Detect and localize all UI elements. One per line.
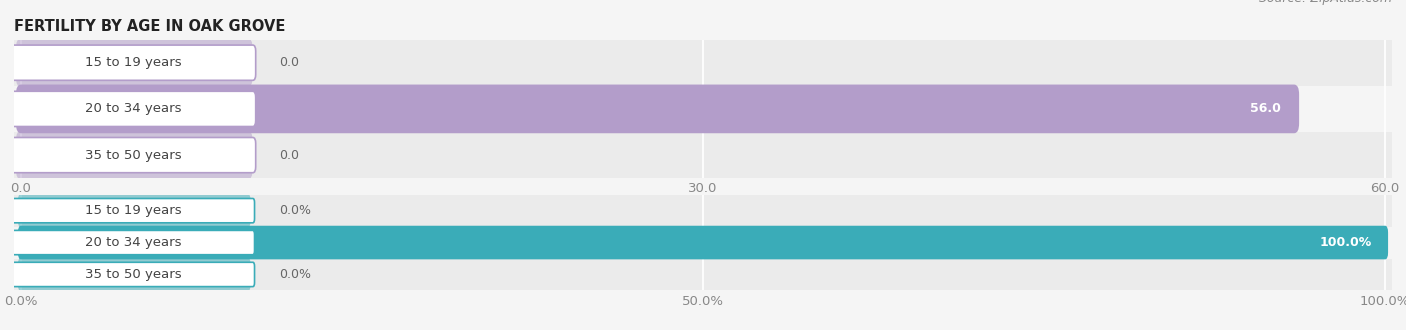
FancyBboxPatch shape — [18, 194, 250, 227]
Bar — [14, 195, 1392, 227]
Bar — [14, 132, 1392, 178]
Bar — [14, 86, 1392, 132]
FancyBboxPatch shape — [15, 131, 253, 180]
Text: 100.0%: 100.0% — [1319, 236, 1371, 249]
Text: 35 to 50 years: 35 to 50 years — [86, 148, 181, 162]
Text: Source: ZipAtlas.com: Source: ZipAtlas.com — [1258, 0, 1392, 5]
FancyBboxPatch shape — [11, 91, 256, 126]
Bar — [14, 40, 1392, 86]
Text: 56.0: 56.0 — [1250, 102, 1281, 115]
Text: 0.0%: 0.0% — [278, 204, 311, 217]
FancyBboxPatch shape — [13, 230, 254, 255]
FancyBboxPatch shape — [15, 84, 1299, 133]
Text: 20 to 34 years: 20 to 34 years — [86, 236, 181, 249]
Text: 0.0: 0.0 — [278, 148, 298, 162]
Text: FERTILITY BY AGE IN OAK GROVE: FERTILITY BY AGE IN OAK GROVE — [14, 19, 285, 34]
FancyBboxPatch shape — [11, 138, 256, 173]
FancyBboxPatch shape — [11, 45, 256, 80]
FancyBboxPatch shape — [15, 38, 253, 87]
Text: 35 to 50 years: 35 to 50 years — [86, 268, 181, 281]
Text: 20 to 34 years: 20 to 34 years — [86, 102, 181, 115]
Text: 0.0: 0.0 — [278, 56, 298, 69]
Text: 15 to 19 years: 15 to 19 years — [86, 56, 181, 69]
Bar — [14, 258, 1392, 290]
FancyBboxPatch shape — [13, 262, 254, 287]
FancyBboxPatch shape — [18, 258, 250, 291]
FancyBboxPatch shape — [18, 226, 1388, 259]
Text: 15 to 19 years: 15 to 19 years — [86, 204, 181, 217]
FancyBboxPatch shape — [13, 198, 254, 223]
Text: 0.0%: 0.0% — [278, 268, 311, 281]
Bar — [14, 227, 1392, 258]
